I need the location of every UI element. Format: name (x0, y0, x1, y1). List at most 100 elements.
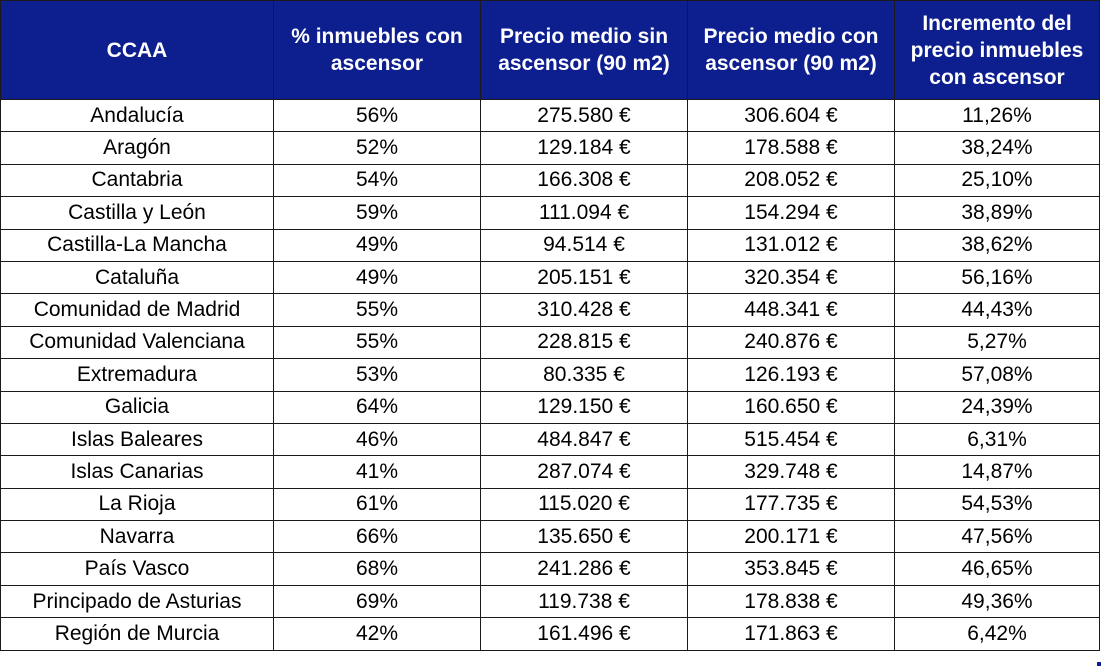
table-row: Islas Baleares 46% 484.847 €515.454 €6,31% (0, 422, 1100, 457)
table-row: Comunidad Valenciana 55% 228.815 €240.876 … (0, 325, 1100, 360)
cell-increment: 25,10% (894, 163, 1100, 198)
cell-increment: 24,39% (894, 390, 1100, 424)
cell-price-with: 126.193 € (687, 358, 895, 392)
cell-increment: 56,16% (894, 260, 1100, 295)
cell-price-with: 320.354 € (687, 260, 895, 295)
cell-pct-elevator: 56% (273, 98, 481, 133)
cell-price-without: 94.514 € (480, 228, 688, 262)
cell-ccaa: Castilla-La Mancha (0, 228, 274, 262)
cell-price-without: 484.847 € (480, 422, 688, 457)
cell-ccaa: Cataluña (0, 260, 274, 295)
cell-increment: 47,56% (894, 520, 1100, 554)
table-row: Cataluña 49% 205.151 €320.354 €56,16% (0, 260, 1100, 295)
cell-pct-elevator: 52% (273, 131, 481, 165)
header-ccaa: CCAA (0, 0, 274, 100)
cell-price-without: 161.496 € (480, 617, 688, 651)
header-increment: Incremento del precio inmuebles con asce… (894, 0, 1100, 100)
cell-increment: 5,27% (894, 325, 1100, 360)
cell-price-with: 178.588 € (687, 131, 895, 165)
cell-ccaa: Islas Baleares (0, 422, 274, 457)
header-line: Precio medio sin (499, 25, 669, 48)
cell-pct-elevator: 55% (273, 293, 481, 327)
cell-price-with: 200.171 € (687, 520, 895, 554)
cell-ccaa: Región de Murcia (0, 617, 274, 651)
cell-increment: 6,31% (894, 422, 1100, 457)
cell-price-with: 515.454 € (687, 422, 895, 457)
cell-increment: 11,26% (894, 98, 1100, 133)
header-line: CCAA (106, 38, 168, 62)
header-line: Precio medio con (703, 25, 879, 48)
table-row: Andalucía 56% 275.580 €306.604 €11,26% (0, 98, 1100, 133)
cell-ccaa: Aragón (0, 131, 274, 165)
table-row: Castilla y León 59% 111.094 €154.294 €38,8… (0, 196, 1100, 230)
cell-ccaa: Principado de Asturias (0, 584, 274, 619)
cell-pct-elevator: 69% (273, 584, 481, 619)
table-row: Región de Murcia 42% 161.496 €171.863 €6,4… (0, 617, 1100, 651)
cell-pct-elevator: 49% (273, 228, 481, 262)
header-line: con ascensor (929, 65, 1065, 89)
cell-ccaa: La Rioja (0, 487, 274, 522)
cell-price-without: 310.428 € (480, 293, 688, 327)
cell-pct-elevator: 41% (273, 455, 481, 489)
cell-price-with: 448.341 € (687, 293, 895, 327)
cell-price-without: 80.335 € (480, 358, 688, 392)
cell-pct-elevator: 46% (273, 422, 481, 457)
cell-price-without: 228.815 € (480, 325, 688, 360)
cell-pct-elevator: 64% (273, 390, 481, 424)
table-row: Aragón 52% 129.184 €178.588 €38,24% (0, 131, 1100, 165)
header-price-with: Precio medio con ascensor (90 m2) (687, 0, 895, 100)
cell-price-without: 287.074 € (480, 455, 688, 489)
cell-price-with: 154.294 € (687, 196, 895, 230)
cell-price-without: 166.308 € (480, 163, 688, 198)
cell-price-without: 135.650 € (480, 520, 688, 554)
table-row: Extremadura 53% 80.335 €126.193 €57,08% (0, 358, 1100, 392)
cell-ccaa: Galicia (0, 390, 274, 424)
cell-pct-elevator: 66% (273, 520, 481, 554)
table-row: Comunidad de Madrid 55% 310.428 €448.341 €… (0, 293, 1100, 327)
cell-increment: 46,65% (894, 552, 1100, 586)
cell-ccaa: Cantabria (0, 163, 274, 198)
table-row: Cantabria 54% 166.308 €208.052 €25,10% (0, 163, 1100, 198)
cell-increment: 57,08% (894, 358, 1100, 392)
cell-increment: 38,24% (894, 131, 1100, 165)
cell-price-without: 275.580 € (480, 98, 688, 133)
cell-price-with: 208.052 € (687, 163, 895, 198)
cell-pct-elevator: 53% (273, 358, 481, 392)
cell-ccaa: Comunidad Valenciana (0, 325, 274, 360)
header-line: precio inmuebles (910, 38, 1084, 62)
cell-price-with: 353.845 € (687, 552, 895, 586)
header-price-without: Precio medio sin ascensor (90 m2) (480, 0, 688, 100)
cell-price-without: 205.151 € (480, 260, 688, 295)
table-row: Islas Canarias 41% 287.074 €329.748 €14,87… (0, 455, 1100, 489)
cell-increment: 49,36% (894, 584, 1100, 619)
cell-ccaa: Comunidad de Madrid (0, 293, 274, 327)
header-row: CCAA % inmuebles con ascensor Precio med… (0, 0, 1100, 100)
cell-pct-elevator: 59% (273, 196, 481, 230)
cell-increment: 38,62% (894, 228, 1100, 262)
table-row: Galicia 64% 129.150 €160.650 €24,39% (0, 390, 1100, 424)
cell-price-with: 306.604 € (687, 98, 895, 133)
cell-ccaa: Andalucía (0, 98, 274, 133)
cell-price-without: 129.150 € (480, 390, 688, 424)
cell-price-with: 131.012 € (687, 228, 895, 262)
cell-price-without: 129.184 € (480, 131, 688, 165)
corner-mark (1097, 662, 1101, 666)
cell-ccaa: Islas Canarias (0, 455, 274, 489)
cell-increment: 38,89% (894, 196, 1100, 230)
cell-increment: 14,87% (894, 455, 1100, 489)
cell-price-with: 160.650 € (687, 390, 895, 424)
cell-price-without: 119.738 € (480, 584, 688, 619)
cell-price-with: 177.735 € (687, 487, 895, 522)
cell-price-without: 111.094 € (480, 196, 688, 230)
cell-price-with: 178.838 € (687, 584, 895, 619)
table-row: La Rioja 61% 115.020 €177.735 €54,53% (0, 487, 1100, 522)
table-row: País Vasco 68% 241.286 €353.845 €46,65% (0, 552, 1100, 586)
cell-pct-elevator: 55% (273, 325, 481, 360)
cell-price-with: 329.748 € (687, 455, 895, 489)
cell-ccaa: Navarra (0, 520, 274, 554)
cell-increment: 6,42% (894, 617, 1100, 651)
cell-ccaa: Extremadura (0, 358, 274, 392)
header-line: % inmuebles con (291, 25, 463, 48)
cell-price-without: 241.286 € (480, 552, 688, 586)
header-line: ascensor (90 m2) (498, 52, 670, 75)
